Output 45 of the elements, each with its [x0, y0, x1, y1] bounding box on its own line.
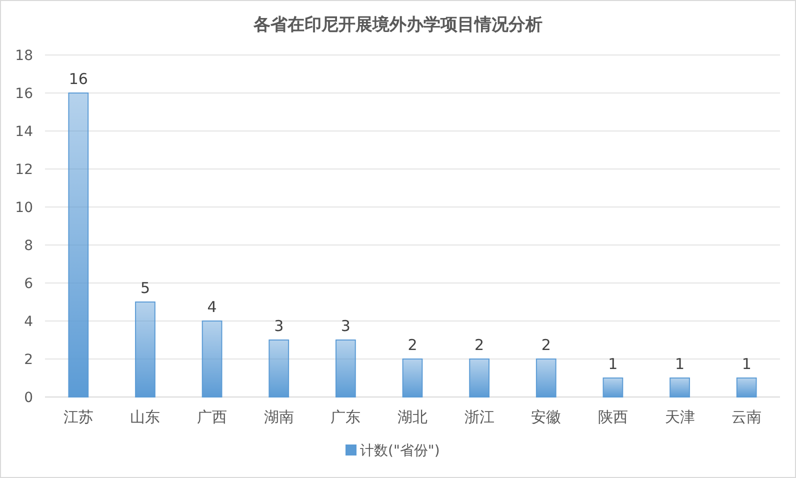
data-label: 2 — [474, 336, 484, 354]
bar — [135, 302, 156, 398]
bar — [268, 340, 290, 398]
y-tick-label: 8 — [24, 238, 33, 254]
x-tick-label: 天津 — [664, 408, 695, 426]
y-tick-label: 14 — [15, 124, 34, 140]
bar — [602, 378, 624, 398]
y-tick-label: 10 — [15, 200, 33, 216]
bar — [68, 92, 89, 398]
data-label: 4 — [207, 298, 217, 316]
bar — [536, 358, 556, 398]
x-tick-label: 广东 — [330, 408, 361, 426]
data-label: 5 — [140, 279, 150, 297]
y-tick-label: 4 — [24, 314, 34, 330]
data-label: 2 — [541, 336, 551, 354]
x-tick-label: 湖北 — [398, 408, 428, 426]
data-label: 2 — [408, 336, 418, 354]
bar — [469, 358, 490, 398]
data-label: 3 — [274, 317, 284, 335]
chart-title: 各省在印尼开展境外办学项目情况分析 — [252, 15, 542, 35]
x-tick-label: 广西 — [197, 408, 228, 426]
y-tick-label: 12 — [15, 162, 33, 178]
data-label: 3 — [340, 317, 350, 335]
legend-label: 计数("省份") — [360, 443, 440, 459]
data-label: 1 — [608, 355, 618, 373]
y-tick-label: 16 — [15, 86, 34, 102]
data-label: 16 — [68, 70, 88, 88]
y-tick-label: 6 — [24, 276, 34, 292]
x-tick-label: 安徽 — [531, 408, 562, 426]
x-tick-label: 陕西 — [598, 408, 628, 426]
x-tick-label: 湖南 — [264, 408, 294, 426]
x-tick-label: 浙江 — [464, 408, 494, 426]
y-tick-label: 18 — [15, 48, 33, 64]
data-label: 1 — [742, 355, 752, 373]
x-tick-label: 山东 — [130, 408, 160, 426]
data-label: 1 — [675, 355, 685, 373]
bar — [202, 320, 222, 398]
y-tick-label: 2 — [24, 352, 33, 368]
x-tick-label: 江苏 — [63, 408, 94, 426]
bar — [335, 340, 356, 398]
x-tick-label: 云南 — [732, 408, 762, 426]
bar — [736, 378, 757, 398]
bar — [670, 378, 690, 398]
y-tick-label: 0 — [24, 390, 33, 406]
bar — [402, 358, 423, 398]
